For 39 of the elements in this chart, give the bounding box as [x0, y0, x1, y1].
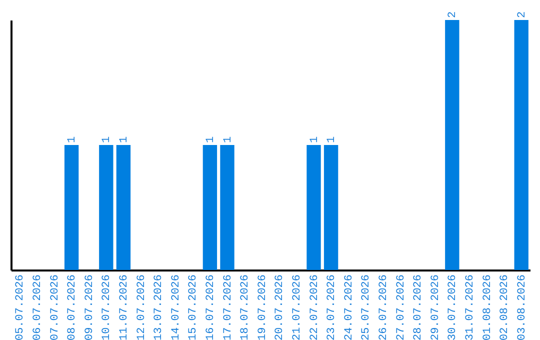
x-tick-label: 31.07.2026: [464, 274, 476, 340]
x-tick-label: 24.07.2026: [343, 274, 356, 340]
x-tick-label: 02.08.2026: [499, 274, 512, 340]
x-tick-label: 09.07.2026: [84, 274, 96, 340]
x-tick-label: 13.07.2026: [153, 274, 166, 340]
x-tick-label: 25.07.2026: [360, 274, 373, 340]
data-label: 1: [308, 136, 321, 143]
x-tick-label: 07.07.2026: [49, 274, 62, 340]
x-tick-label: 20.07.2026: [274, 274, 286, 340]
x-tick-label: 01.08.2026: [482, 274, 494, 340]
data-label: 2: [516, 11, 528, 18]
x-tick-label: 16.07.2026: [204, 274, 217, 340]
x-tick-label: 03.08.2026: [516, 274, 528, 340]
data-label: 1: [204, 136, 217, 143]
x-tick-label: 17.07.2026: [222, 274, 234, 340]
x-tick-label: 11.07.2026: [118, 274, 130, 340]
x-tick-label: 10.07.2026: [101, 274, 114, 340]
x-tick-label: 29.07.2026: [430, 274, 442, 340]
x-tick-label: 19.07.2026: [256, 274, 269, 340]
x-tick-label: 27.07.2026: [395, 274, 408, 340]
x-tick-label: 14.07.2026: [170, 274, 182, 340]
data-label: 2: [447, 11, 460, 18]
x-tick-label: 23.07.2026: [326, 274, 338, 340]
x-tick-label: 15.07.2026: [188, 274, 200, 340]
data-label: 1: [101, 136, 114, 143]
x-tick-label: 18.07.2026: [240, 274, 252, 340]
x-tick-label: 30.07.2026: [447, 274, 460, 340]
x-tick-label: 21.07.2026: [291, 274, 304, 340]
x-tick-label: 22.07.2026: [308, 274, 321, 340]
data-label: 1: [118, 136, 130, 143]
x-tick-label: 12.07.2026: [136, 274, 148, 340]
data-label: 1: [326, 136, 338, 143]
data-label: 1: [66, 136, 79, 143]
x-tick-label: 05.07.2026: [14, 274, 27, 340]
x-tick-label: 06.07.2026: [32, 274, 44, 340]
x-tick-label: 26.07.2026: [378, 274, 390, 340]
data-label: 1: [222, 136, 234, 143]
x-tick-label: 08.07.2026: [66, 274, 79, 340]
x-tick-label: 28.07.2026: [412, 274, 425, 340]
